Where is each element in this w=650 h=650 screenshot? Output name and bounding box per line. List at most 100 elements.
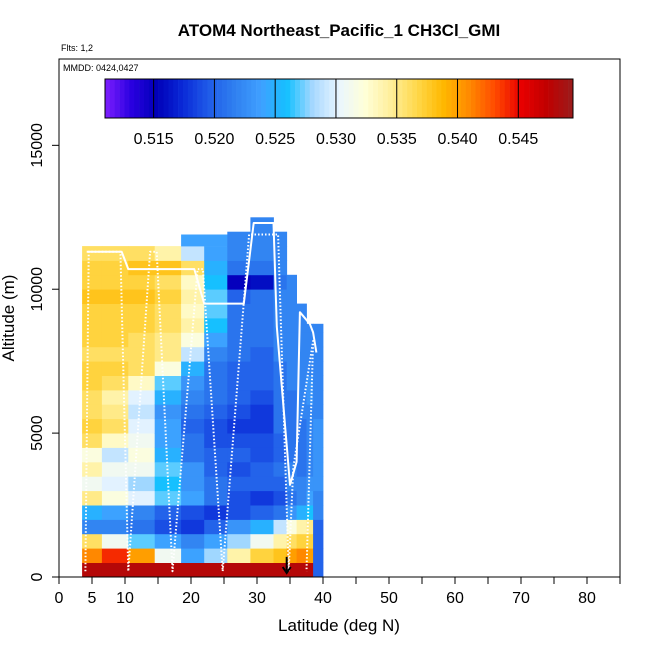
- heatmap-cell-10-6: [296, 476, 307, 492]
- heatmap-cell-4-8: [181, 447, 205, 463]
- heatmap-cell-3-21: [154, 260, 182, 276]
- heatmap-cell-6-23: [227, 231, 251, 247]
- heatmap-cell-10-17: [296, 318, 307, 333]
- heatmap-cell-4-10: [181, 418, 205, 434]
- heatmap-cell-0-5: [82, 490, 103, 506]
- heatmap-cell-0-0: [82, 562, 103, 578]
- heatmap-cell-12-17: [313, 323, 324, 333]
- heatmap-cell-9-20: [286, 274, 297, 290]
- heatmap-cell-6-22: [227, 246, 251, 261]
- heatmap-cell-10-14: [296, 361, 307, 376]
- heatmap-cell-8-21: [273, 260, 288, 276]
- heatmap-cell-0-10: [82, 418, 103, 434]
- heatmap-cell-4-18: [181, 303, 205, 319]
- heatmap-cell-9-18: [286, 303, 297, 319]
- heatmap-cell-9-15: [286, 346, 297, 362]
- heatmap-cell-1-16: [101, 332, 129, 348]
- heatmap-cell-2-7: [128, 461, 156, 477]
- colorbar-tick-label: 0.520: [194, 131, 234, 148]
- heatmap-cell-2-8: [128, 447, 156, 463]
- x-tick-label: 50: [380, 590, 398, 607]
- heatmap-cell-1-14: [101, 361, 129, 376]
- marker-layer: [281, 556, 292, 575]
- heatmap-cell-9-5: [286, 490, 297, 506]
- heatmap-cell-4-20: [181, 274, 205, 290]
- heatmap-cell-6-19: [227, 289, 251, 304]
- x-tick-label: 60: [446, 590, 464, 607]
- colorbar-segment: [241, 79, 247, 118]
- heatmap-cell-1-10: [101, 418, 129, 434]
- colorbar-segment: [553, 79, 559, 118]
- colorbar-segment: [490, 79, 496, 118]
- heatmap-cell-6-1: [227, 548, 251, 563]
- x-tick-label: 10: [116, 590, 134, 607]
- flight-tracks: [84, 222, 318, 573]
- colorbar-segment: [226, 79, 233, 118]
- heatmap-cell-12-12: [313, 389, 324, 405]
- heatmap-cell-8-22: [273, 246, 288, 261]
- colorbar-segment: [465, 79, 471, 118]
- colorbar-segment: [368, 79, 374, 118]
- heatmap-cell-12-10: [313, 418, 324, 434]
- colorbar-segment: [173, 79, 179, 118]
- heatmap-cell-10-9: [296, 433, 307, 448]
- colorbar-segment: [480, 79, 486, 118]
- colorbar-segment: [324, 79, 330, 118]
- colorbar-segment: [119, 79, 125, 118]
- heatmap-cell-0-3: [82, 519, 103, 535]
- colorbar-tick-label: 0.535: [377, 131, 417, 148]
- heatmap-cell-11-10: [306, 418, 314, 434]
- heatmap-cell-3-17: [154, 318, 182, 333]
- heatmap-cell-8-6: [273, 476, 288, 492]
- heatmap-cell-12-8: [313, 447, 324, 463]
- heatmap-cell-12-9: [313, 433, 324, 448]
- colorbar-segment: [329, 79, 335, 118]
- heatmap-cell-3-19: [154, 289, 182, 304]
- heatmap-cell-7-4: [250, 505, 274, 520]
- y-axis-label: Altitude (m): [0, 275, 18, 362]
- heatmap-cell-10-15: [296, 346, 307, 362]
- heatmap-cell-7-7: [250, 461, 274, 477]
- heatmap-cell-9-12: [286, 389, 297, 405]
- plot-frame: [58, 58, 621, 578]
- colorbar-segment: [534, 79, 540, 118]
- heatmap-cell-6-12: [227, 389, 251, 405]
- colorbar-segment: [304, 79, 311, 118]
- heatmap-cell-7-2: [250, 533, 274, 549]
- heatmap-cell-1-1: [101, 548, 129, 563]
- heatmap-cell-7-6: [250, 476, 274, 492]
- colorbar-segment: [300, 79, 306, 118]
- heatmap-cell-2-14: [128, 361, 156, 376]
- colorbar-segment: [187, 79, 194, 118]
- heatmap-cell-6-4: [227, 505, 251, 520]
- heatmap-cell-6-20: [227, 274, 251, 290]
- colorbar-segment: [197, 79, 203, 118]
- heatmap-cell-11-1: [306, 548, 314, 563]
- heatmap-cell-2-15: [128, 346, 156, 362]
- colorbar-segment: [412, 79, 418, 118]
- heatmap-cell-4-17: [181, 318, 205, 333]
- heatmap-cell-11-11: [306, 404, 314, 420]
- heatmap-cell-11-3: [306, 519, 314, 535]
- x-tick-label: 20: [182, 590, 200, 607]
- heatmap-cell-10-7: [296, 461, 307, 477]
- heatmap-cell-6-0: [227, 562, 251, 578]
- heatmap-cell-7-22: [250, 246, 274, 261]
- heatmap-cell-3-9: [154, 433, 182, 448]
- heatmap-cell-9-0: [286, 562, 297, 578]
- heatmap-cell-2-2: [128, 533, 156, 549]
- heatmap-cell-0-15: [82, 346, 103, 362]
- heatmap-cell-12-11: [313, 404, 324, 420]
- heatmap-cell-3-4: [154, 505, 182, 520]
- x-tick-label: 30: [248, 590, 266, 607]
- colorbar-segment: [509, 79, 515, 118]
- heatmap-cell-9-16: [286, 332, 297, 348]
- heatmap-cell-11-13: [306, 375, 314, 391]
- colorbar-segment: [519, 79, 525, 118]
- heatmap-cell-2-21: [128, 260, 156, 276]
- heatmap-cell-6-8: [227, 447, 251, 463]
- heatmap-cell-7-18: [250, 303, 274, 319]
- heatmap-cell-1-22: [101, 246, 129, 261]
- heatmap-cell-5-17: [204, 318, 228, 333]
- heatmap-cell-7-19: [250, 289, 274, 304]
